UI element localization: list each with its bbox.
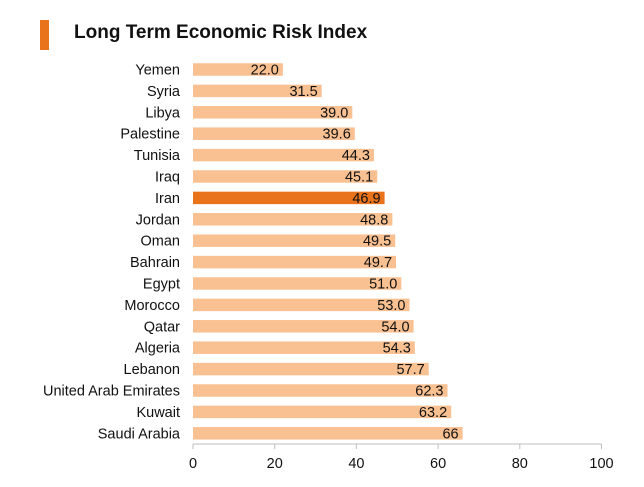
- value-label-oman: 49.5: [363, 234, 391, 250]
- bar-lebanon: [193, 362, 429, 376]
- value-label-saudi-arabia: 66: [442, 426, 458, 442]
- bar-qatar: [193, 320, 414, 333]
- value-label-qatar: 54.0: [381, 319, 409, 335]
- bars-group: 22.0 31.539.0 39.6 44.3 45.1 46.9 48.8 49.5 49.7…: [193, 63, 463, 442]
- x-tick-label-20: 20: [267, 456, 283, 472]
- x-tick-label-40: 40: [348, 456, 364, 472]
- x-axis: 0 20 40 60 80 100: [189, 443, 614, 472]
- bar-kuwait: [193, 405, 452, 419]
- category-label-algeria: Algeria: [135, 341, 181, 357]
- bar-iran: [193, 191, 385, 205]
- category-labels: Yemen Syria Libya Palestine Tunisia Iraq Iran J…: [43, 63, 181, 443]
- bar-tunisia: [193, 148, 374, 162]
- value-label-jordan: 48.8: [360, 212, 388, 228]
- category-label-libya: Libya: [145, 105, 181, 121]
- bar-iraq: [193, 170, 378, 183]
- value-label-bahrain: 49.7: [364, 255, 392, 271]
- x-tick-label-100: 100: [589, 456, 613, 472]
- category-label-saudi-arabia: Saudi Arabia: [98, 426, 181, 442]
- category-label-oman: Oman: [141, 234, 181, 250]
- value-label-kuwait: 63.2: [419, 405, 447, 421]
- category-label-jordan: Jordan: [136, 212, 180, 228]
- bar-egypt: [193, 277, 402, 290]
- bar-united-arab-emirates: [193, 384, 448, 397]
- category-label-tunisia: Tunisia: [134, 148, 181, 164]
- value-label-libya: 39.0: [320, 105, 348, 121]
- category-label-qatar: Qatar: [144, 319, 180, 335]
- bar-syria: [193, 84, 322, 98]
- value-label-algeria: 54.3: [383, 341, 411, 357]
- category-label-syria: Syria: [147, 84, 181, 100]
- category-label-morocco: Morocco: [124, 298, 180, 314]
- value-label-united-arab-emirates: 62.3: [415, 384, 443, 400]
- category-label-palestine: Palestine: [120, 127, 180, 143]
- value-label-palestine: 39.6: [323, 127, 351, 143]
- bar-bahrain: [193, 255, 397, 269]
- value-label-iran: 46.9: [352, 191, 380, 207]
- bar-morocco: [193, 298, 410, 312]
- value-label-yemen: 22.0: [251, 63, 279, 79]
- x-tick-label-80: 80: [512, 456, 528, 472]
- category-label-yemen: Yemen: [135, 63, 180, 79]
- category-label-united-arab-emirates: United Arab Emirates: [43, 384, 180, 400]
- x-tick-label-60: 60: [430, 456, 446, 472]
- value-label-egypt: 51.0: [369, 277, 397, 293]
- bar-jordan: [193, 213, 393, 226]
- category-label-egypt: Egypt: [143, 277, 180, 293]
- category-label-bahrain: Bahrain: [130, 255, 180, 271]
- value-label-morocco: 53.0: [377, 298, 405, 314]
- x-tick-label-0: 0: [189, 456, 197, 472]
- bar-libya: [193, 106, 353, 119]
- category-label-lebanon: Lebanon: [124, 362, 180, 378]
- bar-saudi-arabia: [193, 427, 463, 440]
- chart-title: Long Term Economic Risk Index: [74, 22, 368, 43]
- bar-oman: [193, 234, 396, 247]
- value-label-syria: 31.5: [289, 84, 317, 100]
- value-label-iraq: 45.1: [345, 170, 373, 186]
- bar-yemen: [193, 63, 283, 76]
- category-label-iraq: Iraq: [155, 170, 180, 186]
- bar-palestine: [193, 127, 355, 140]
- title-accent-mark: [40, 20, 49, 50]
- value-label-tunisia: 44.3: [342, 148, 370, 164]
- category-label-kuwait: Kuwait: [136, 405, 180, 421]
- category-label-iran: Iran: [155, 191, 180, 207]
- bar-algeria: [193, 341, 415, 354]
- value-label-lebanon: 57.7: [396, 362, 424, 378]
